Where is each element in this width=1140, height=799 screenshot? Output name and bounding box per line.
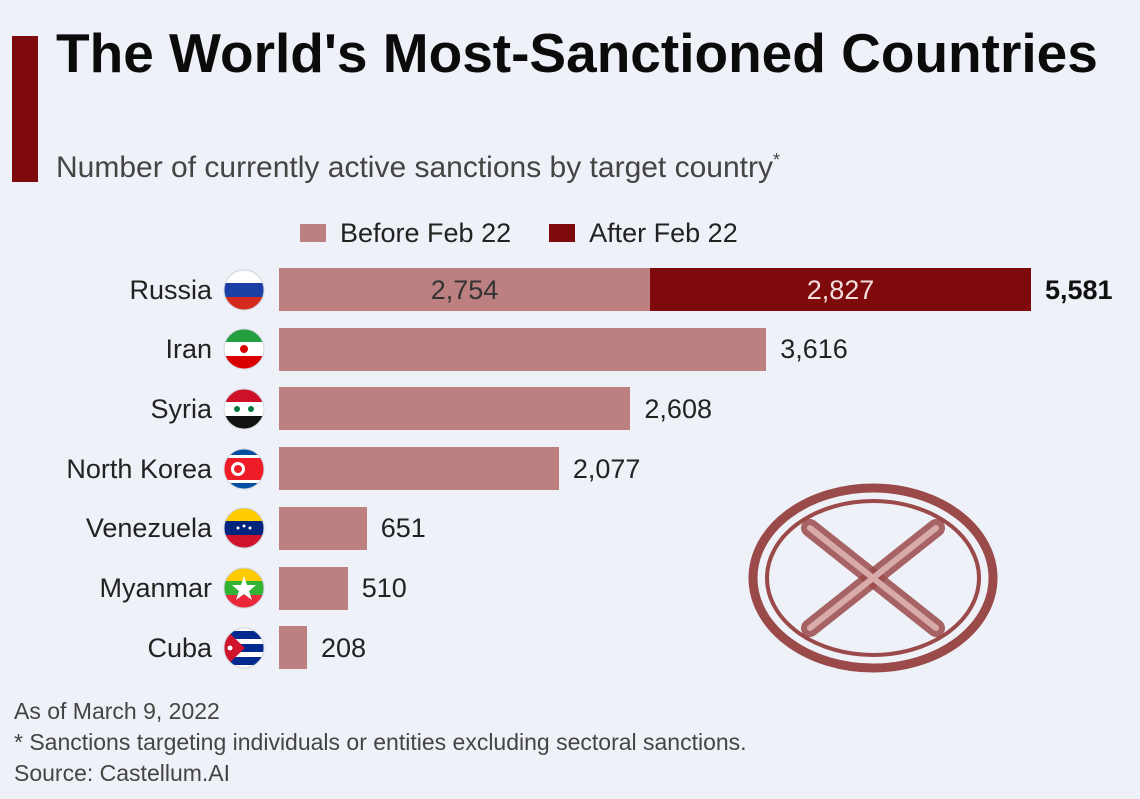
legend-label-after: After Feb 22 [589,217,738,248]
bar-venezuela-before [279,506,367,550]
footnote-note: * Sanctions targeting individuals or ent… [14,729,747,755]
legend-label-before: Before Feb 22 [340,217,512,248]
russia-flag-icon [223,269,265,310]
chart-subtitle: Number of currently active sanctions by … [56,150,780,185]
bar-syria-before [279,387,631,431]
bar-myanmar-before [279,566,348,610]
footnote-date: As of March 9, 2022 [14,698,220,724]
cuba-flag-icon [223,627,265,669]
myanmar-flag-icon [223,567,265,609]
category-label-north-korea: North Korea [66,453,212,484]
legend: Before Feb 22 After Feb 22 [300,216,776,250]
data-label-russia-after: 2,827 [806,274,875,305]
data-label-cuba: 208 [321,632,367,663]
total-label-russia: 5,581 [1045,274,1113,305]
bar-russia-after [650,268,1031,311]
category-label-russia: Russia [129,274,212,305]
category-label-myanmar: Myanmar [99,573,212,603]
category-label-iran: Iran [165,334,212,365]
legend-swatch-after [549,224,576,242]
category-label-venezuela: Venezuela [85,513,212,544]
footnotes: As of March 9, 2022 * Sanctions targetin… [14,696,747,789]
data-label-russia-before: 2,754 [430,274,499,305]
footnote-source: Source: Castellum.AI [14,760,231,786]
subtitle-footnote-mark: * [772,150,780,170]
north-korea-flag-icon [223,448,265,490]
iran-flag-icon [223,328,265,370]
legend-item-before: Before Feb 22 [300,218,511,249]
subtitle-text: Number of currently active sanctions by … [56,151,773,184]
x-mark-icon [748,483,998,673]
category-label-syria: Syria [150,393,212,424]
chart-title: The World's Most-Sanctioned Countries [56,22,1098,84]
bar-north-korea-before [279,447,559,491]
category-label-cuba: Cuba [147,632,212,663]
venezuela-flag-icon [223,507,265,549]
data-label-venezuela: 651 [380,513,426,544]
bar-russia-before [279,268,651,311]
data-label-iran: 3,616 [780,334,848,365]
data-label-myanmar: 510 [361,573,407,603]
data-label-north-korea: 2,077 [572,453,641,484]
data-label-syria: 2,608 [644,393,712,424]
title-accent-bar [12,36,38,182]
legend-item-after: After Feb 22 [549,218,738,249]
legend-swatch-before [300,224,326,242]
syria-flag-icon [223,388,265,430]
bar-iran-before [279,327,767,371]
bar-cuba-before [279,626,308,670]
